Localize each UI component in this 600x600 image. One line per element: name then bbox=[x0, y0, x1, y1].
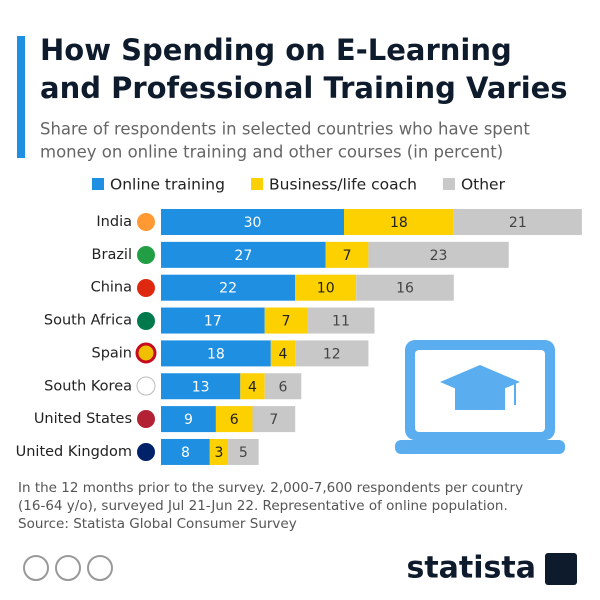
value-label: 11 bbox=[332, 314, 350, 330]
value-label: 7 bbox=[269, 412, 278, 428]
flag bbox=[135, 342, 157, 364]
value-label: 23 bbox=[430, 248, 448, 264]
flag bbox=[137, 312, 155, 330]
category-label: United Kingdom bbox=[16, 444, 132, 460]
bar-segment bbox=[209, 438, 229, 465]
bar-segment bbox=[295, 274, 357, 301]
laptop-icon bbox=[395, 340, 565, 454]
legend-swatch bbox=[250, 178, 263, 190]
accent-bar bbox=[17, 36, 25, 158]
bar-segment bbox=[344, 209, 454, 235]
flag bbox=[137, 213, 155, 231]
value-label: 4 bbox=[279, 346, 288, 362]
value-label: 16 bbox=[396, 281, 414, 297]
value-label: 7 bbox=[343, 248, 352, 264]
bar-segment bbox=[252, 406, 296, 433]
cap bbox=[455, 388, 505, 410]
note: In the 12 months prior to the survey. 2,… bbox=[18, 480, 523, 496]
legend-swatch bbox=[92, 178, 104, 190]
category-label: China bbox=[91, 280, 132, 296]
bar-segment bbox=[368, 241, 509, 268]
value-label: 7 bbox=[282, 314, 291, 330]
value-label: 8 bbox=[181, 445, 190, 461]
value-label: 17 bbox=[204, 314, 222, 330]
bar-segment bbox=[161, 373, 241, 400]
chart-title: and Professional Training Varies bbox=[40, 71, 568, 105]
laptop-base bbox=[395, 440, 565, 454]
subtitle: money on online training and other cours… bbox=[40, 143, 503, 162]
value-label: 10 bbox=[317, 281, 335, 297]
value-label: 18 bbox=[390, 215, 408, 231]
flag bbox=[137, 443, 155, 461]
value-label: 27 bbox=[234, 248, 252, 264]
subtitle: Share of respondents in selected countri… bbox=[40, 120, 530, 139]
brand: statista bbox=[406, 551, 536, 586]
category-label: United States bbox=[34, 411, 132, 427]
category-label: South Africa bbox=[44, 313, 132, 329]
value-label: 22 bbox=[219, 281, 237, 297]
legend-label: Other bbox=[461, 176, 506, 194]
bar-segment bbox=[270, 340, 296, 367]
bar-segment bbox=[161, 438, 210, 465]
bar-segment bbox=[356, 274, 454, 301]
bar-segment bbox=[264, 307, 308, 334]
category-label: Brazil bbox=[92, 247, 132, 263]
legend-swatch bbox=[442, 178, 455, 190]
bar-segment bbox=[228, 438, 259, 465]
bar-segment bbox=[161, 241, 326, 268]
legend-label: Online training bbox=[110, 176, 225, 194]
flag bbox=[136, 376, 156, 396]
flag bbox=[137, 246, 155, 264]
license-icons bbox=[23, 555, 113, 581]
bar-segment bbox=[161, 307, 265, 334]
bar-segment bbox=[161, 406, 216, 433]
bar-segment bbox=[240, 373, 265, 400]
icon bbox=[87, 555, 113, 581]
value-label: 6 bbox=[230, 412, 239, 428]
icon bbox=[23, 555, 49, 581]
note: (16-64 y/o), surveyed Jul 21-Jun 22. Rep… bbox=[18, 498, 508, 514]
bar-segment bbox=[295, 340, 369, 367]
bar-segment bbox=[161, 340, 271, 367]
source: Source: Statista Global Consumer Survey bbox=[18, 516, 297, 532]
bar-segment bbox=[161, 209, 344, 235]
value-label: 18 bbox=[207, 346, 225, 362]
category-label: Spain bbox=[91, 345, 132, 361]
icon bbox=[55, 555, 81, 581]
category-label: India bbox=[96, 214, 132, 230]
bar-segment bbox=[453, 209, 582, 235]
value-label: 30 bbox=[244, 215, 262, 231]
brand-logo bbox=[545, 553, 577, 585]
value-label: 9 bbox=[184, 412, 193, 428]
value-label: 21 bbox=[509, 215, 527, 231]
flag bbox=[137, 279, 155, 297]
value-label: 6 bbox=[279, 379, 288, 395]
flags bbox=[135, 213, 157, 461]
bar-segment bbox=[215, 406, 253, 433]
bar-segment bbox=[307, 307, 375, 334]
legend-label: Business/life coach bbox=[269, 176, 417, 194]
bar-segment bbox=[325, 241, 369, 268]
value-label: 5 bbox=[239, 445, 248, 461]
value-label: 13 bbox=[192, 379, 210, 395]
flag bbox=[137, 410, 155, 428]
chart-title: How Spending on E-Learning bbox=[40, 33, 512, 67]
category-label: South Korea bbox=[44, 378, 132, 394]
value-label: 4 bbox=[248, 379, 257, 395]
value-label: 12 bbox=[323, 346, 341, 362]
value-label: 3 bbox=[214, 445, 223, 461]
bar-segment bbox=[161, 274, 296, 301]
bar-segment bbox=[264, 373, 302, 400]
